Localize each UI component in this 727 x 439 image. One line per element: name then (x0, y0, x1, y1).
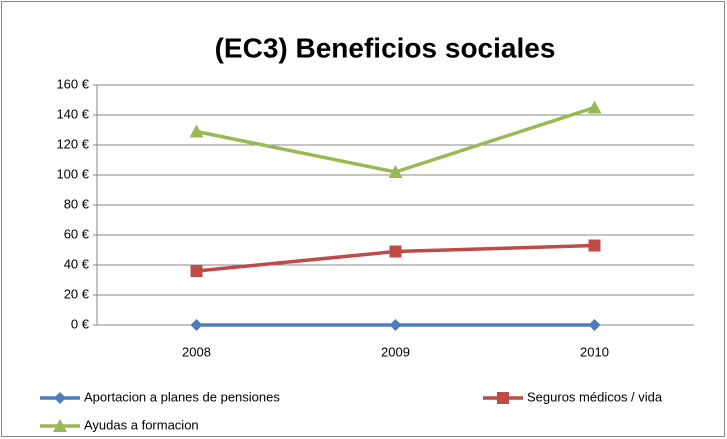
y-tick-label: 60 € (64, 226, 90, 241)
legend-marker (497, 392, 509, 404)
legend-marker (53, 419, 67, 432)
data-point (190, 265, 203, 277)
y-tick-label: 20 € (64, 286, 90, 301)
y-tick-label: 120 € (56, 136, 89, 151)
y-tick-label: 0 € (71, 316, 90, 331)
legend-label: Ayudas a formacion (84, 417, 199, 432)
y-tick-label: 100 € (56, 166, 89, 181)
chart-title: (EC3) Beneficios sociales (215, 32, 556, 63)
data-point (389, 319, 402, 331)
data-point (388, 165, 403, 178)
y-tick-label: 80 € (64, 196, 90, 211)
data-point (189, 124, 204, 138)
data-point (588, 239, 601, 252)
legend-label: Seguros médicos / vida (527, 389, 663, 404)
y-tick-label: 40 € (64, 256, 90, 271)
x-tick-label: 2010 (580, 344, 609, 359)
legend-label: Aportacion a planes de pensiones (84, 389, 280, 404)
legend-marker (54, 392, 66, 404)
data-point (588, 319, 601, 331)
data-point (587, 100, 602, 114)
y-tick-label: 160 € (56, 76, 89, 91)
x-tick-label: 2009 (381, 344, 410, 359)
data-point (190, 319, 203, 331)
x-tick-label: 2008 (182, 344, 211, 359)
y-tick-label: 140 € (56, 106, 89, 121)
data-point (389, 245, 402, 258)
